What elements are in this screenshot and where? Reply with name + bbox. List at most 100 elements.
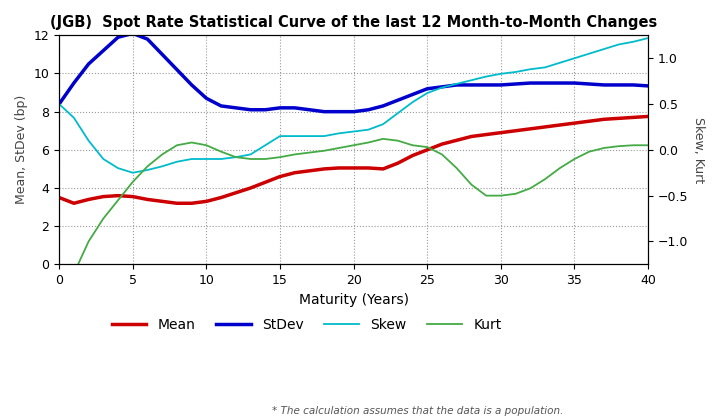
StDev	[364, 107, 373, 112]
Kurt	[482, 193, 490, 198]
Kurt	[497, 193, 505, 198]
Skew	[452, 81, 461, 87]
Mean	[555, 123, 564, 128]
Kurt	[187, 140, 196, 145]
StDev	[84, 61, 93, 66]
Kurt	[128, 179, 137, 184]
Skew	[187, 157, 196, 162]
Skew	[629, 39, 638, 44]
Mean	[570, 121, 579, 126]
StDev	[276, 105, 284, 110]
StDev	[600, 82, 608, 87]
Mean	[261, 180, 269, 185]
Mean	[246, 186, 255, 191]
Kurt	[349, 143, 358, 148]
Mean	[305, 168, 314, 173]
StDev	[128, 31, 137, 36]
StDev	[290, 105, 299, 110]
Kurt	[511, 191, 520, 196]
Kurt	[290, 152, 299, 157]
Skew	[423, 91, 431, 96]
Y-axis label: Mean, StDev (bp): Mean, StDev (bp)	[15, 95, 28, 205]
StDev	[452, 82, 461, 87]
Kurt	[585, 149, 593, 154]
Skew	[600, 47, 608, 52]
Kurt	[394, 138, 402, 143]
StDev	[70, 81, 78, 86]
Skew	[99, 157, 108, 162]
StDev	[114, 35, 122, 40]
Mean	[276, 174, 284, 179]
Kurt	[84, 239, 93, 244]
Skew	[364, 127, 373, 132]
Mean	[202, 199, 211, 204]
StDev	[541, 81, 549, 86]
Kurt	[261, 157, 269, 162]
Mean	[394, 161, 402, 166]
Mean	[644, 114, 652, 119]
StDev	[143, 37, 152, 42]
StDev	[511, 81, 520, 87]
Mean	[497, 130, 505, 135]
StDev	[217, 103, 225, 108]
Skew	[217, 157, 225, 162]
Kurt	[452, 165, 461, 171]
StDev	[570, 81, 579, 86]
Skew	[290, 134, 299, 139]
Kurt	[246, 157, 255, 162]
Mean	[232, 190, 240, 195]
Line: Kurt: Kurt	[59, 139, 648, 283]
Kurt	[99, 216, 108, 221]
Skew	[614, 42, 623, 47]
Skew	[438, 85, 446, 90]
StDev	[232, 105, 240, 110]
Skew	[114, 165, 122, 171]
Skew	[379, 122, 387, 127]
Kurt	[276, 155, 284, 160]
Kurt	[600, 145, 608, 150]
Kurt	[629, 143, 638, 148]
Kurt	[364, 140, 373, 145]
Kurt	[570, 157, 579, 162]
Mean	[452, 138, 461, 143]
Mean	[320, 166, 328, 171]
Mean	[143, 197, 152, 202]
Mean	[173, 201, 181, 206]
Kurt	[614, 144, 623, 149]
StDev	[305, 107, 314, 112]
Skew	[644, 36, 652, 41]
Kurt	[305, 150, 314, 155]
Mean	[423, 147, 431, 152]
Line: StDev: StDev	[59, 34, 648, 112]
Kurt	[644, 143, 652, 148]
StDev	[423, 86, 431, 91]
StDev	[379, 103, 387, 108]
StDev	[187, 82, 196, 87]
Skew	[335, 131, 343, 136]
Skew	[585, 51, 593, 56]
StDev	[335, 109, 343, 114]
StDev	[394, 98, 402, 103]
Mean	[364, 165, 373, 171]
Mean	[585, 119, 593, 124]
Kurt	[202, 143, 211, 148]
Mean	[408, 153, 417, 158]
Kurt	[158, 152, 166, 157]
Kurt	[526, 186, 535, 191]
Skew	[246, 152, 255, 157]
Skew	[555, 60, 564, 66]
StDev	[320, 109, 328, 114]
Kurt	[555, 165, 564, 171]
StDev	[99, 48, 108, 53]
Y-axis label: Skew, Kurt: Skew, Kurt	[692, 117, 705, 183]
X-axis label: Maturity (Years): Maturity (Years)	[299, 293, 409, 307]
Kurt	[541, 177, 549, 182]
Kurt	[232, 155, 240, 160]
Mean	[482, 132, 490, 137]
StDev	[349, 109, 358, 114]
StDev	[614, 82, 623, 87]
Kurt	[143, 164, 152, 169]
Mean	[467, 134, 476, 139]
Mean	[70, 201, 78, 206]
StDev	[629, 82, 638, 87]
